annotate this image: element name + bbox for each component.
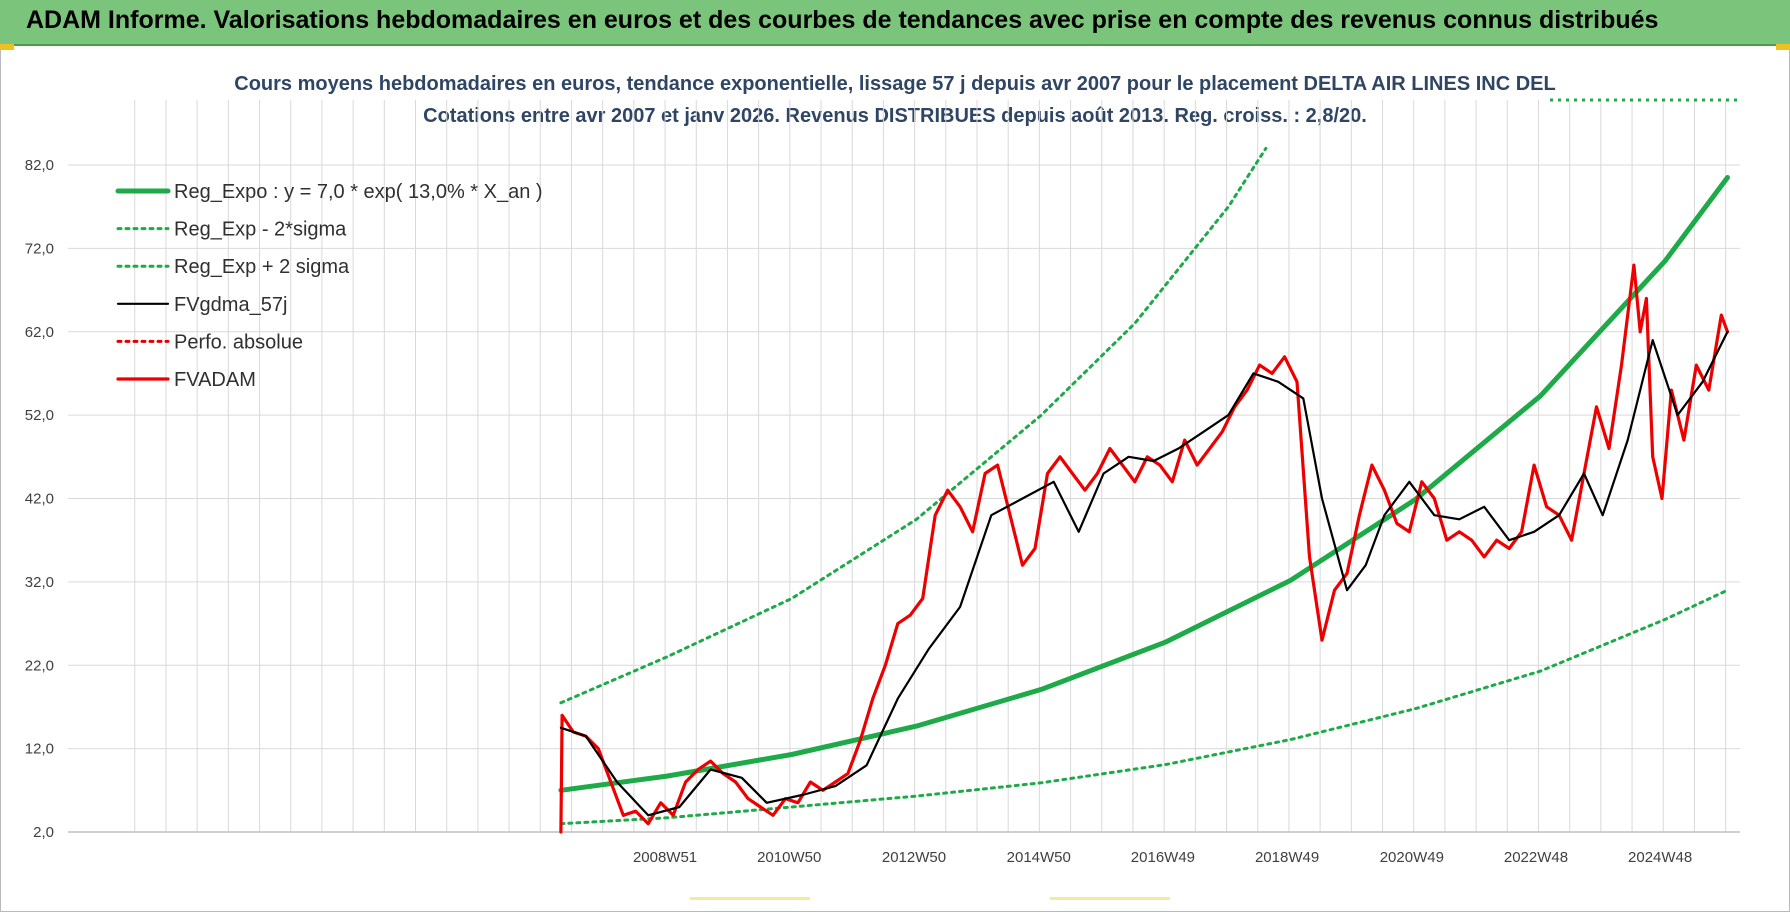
footer-strip-left (690, 897, 810, 900)
chart-title: Cours moyens hebdomadaires en euros, ten… (234, 73, 1556, 95)
y-tick-label: 62,0 (25, 324, 54, 341)
corner-mark-right (1776, 44, 1790, 50)
y-tick-label: 72,0 (25, 240, 54, 257)
y-tick-label: 22,0 (25, 657, 54, 674)
legend-label: FVADAM (174, 369, 256, 391)
x-tick-label: 2020W49 (1380, 849, 1444, 866)
legend-label: Reg_Exp + 2 sigma (174, 256, 350, 278)
legend-label: Reg_Expo : y = 7,0 * exp( 13,0% * X_an ) (174, 181, 543, 203)
report-banner: ADAM Informe. Valorisations hebdomadaire… (0, 0, 1790, 46)
x-tick-label: 2016W49 (1131, 849, 1195, 866)
y-tick-label: 32,0 (25, 574, 54, 591)
legend-label: Reg_Exp - 2*sigma (174, 219, 347, 241)
report-title: ADAM Informe. Valorisations hebdomadaire… (26, 6, 1659, 34)
chart-subtitle: Cotations entre avr 2007 et janv 2026. R… (423, 105, 1367, 127)
series-line-0 (558, 175, 1730, 793)
y-tick-label: 82,0 (25, 157, 54, 174)
series-line-2 (559, 146, 1268, 705)
chart-series (558, 98, 1740, 834)
chart-grid (68, 100, 1740, 833)
y-tick-label: 52,0 (25, 407, 54, 424)
x-tick-label: 2024W48 (1628, 849, 1692, 866)
corner-mark-left (0, 44, 14, 50)
x-tick-label: 2022W48 (1504, 849, 1568, 866)
series-line-3 (559, 330, 1729, 817)
x-tick-label: 2018W49 (1255, 849, 1319, 866)
legend-label: FVgdma_57j (174, 294, 287, 316)
x-tick-label: 2014W50 (1007, 849, 1071, 866)
series-line-1 (559, 588, 1729, 826)
chart-axes: 2,0 12,0 22,0 32,0 42,0 52,0 62,0 72,0 82,0 2008W… (25, 157, 1740, 866)
y-tick-label: 12,0 (25, 741, 54, 758)
series-line-5 (559, 263, 1730, 834)
x-tick-label: 2012W50 (882, 849, 946, 866)
y-tick-label: 2,0 (33, 824, 54, 841)
chart-legend: Reg_Expo : y = 7,0 * exp( 13,0% * X_an )… (115, 181, 543, 391)
legend-label: Perfo. absolue (174, 331, 303, 353)
footer-strip-right (1050, 897, 1170, 900)
y-tick-label: 42,0 (25, 491, 54, 508)
x-tick-label: 2008W51 (633, 849, 697, 866)
x-tick-label: 2010W50 (757, 849, 821, 866)
